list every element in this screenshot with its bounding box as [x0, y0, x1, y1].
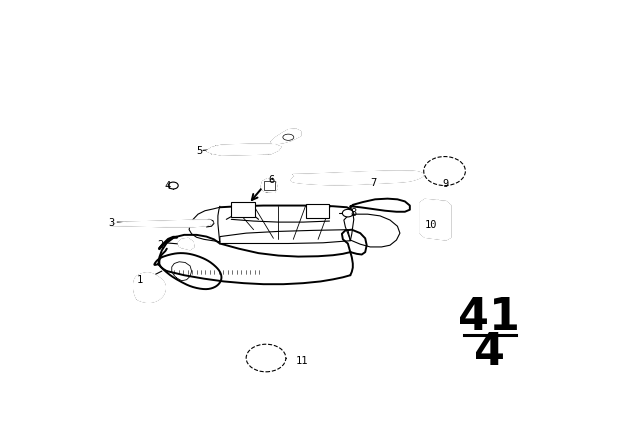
Polygon shape	[220, 230, 350, 244]
Polygon shape	[178, 238, 194, 250]
Polygon shape	[291, 171, 423, 185]
Bar	[306, 204, 330, 218]
Text: 5: 5	[196, 146, 203, 156]
Text: 2: 2	[157, 240, 163, 250]
Circle shape	[246, 344, 286, 372]
Text: 11: 11	[296, 357, 308, 366]
Text: 4: 4	[474, 331, 505, 374]
Ellipse shape	[283, 134, 294, 140]
Polygon shape	[425, 204, 447, 237]
Circle shape	[424, 156, 465, 185]
Text: 7: 7	[370, 178, 376, 188]
Polygon shape	[111, 220, 213, 227]
Text: 3: 3	[109, 218, 115, 228]
Text: 4: 4	[164, 181, 171, 190]
Circle shape	[342, 209, 353, 217]
Polygon shape	[207, 144, 281, 155]
Polygon shape	[435, 165, 451, 177]
Polygon shape	[134, 273, 165, 302]
Text: 9: 9	[442, 179, 449, 189]
Bar	[231, 202, 255, 216]
Text: 41: 41	[458, 296, 520, 339]
Text: 1: 1	[137, 275, 143, 285]
Polygon shape	[261, 179, 277, 193]
Circle shape	[168, 182, 178, 189]
Polygon shape	[271, 129, 301, 144]
Polygon shape	[255, 352, 271, 362]
Polygon shape	[420, 199, 451, 240]
Text: 10: 10	[425, 220, 437, 229]
Text: 8: 8	[350, 208, 356, 218]
Bar	[264, 181, 275, 190]
Text: 6: 6	[269, 175, 275, 185]
